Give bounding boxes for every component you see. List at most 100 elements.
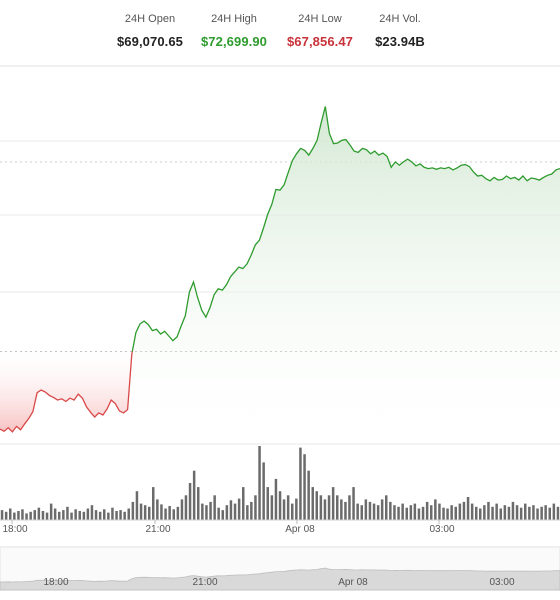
volume-bar [242, 487, 245, 520]
volume-bar [201, 503, 204, 520]
volume-bar [397, 506, 400, 520]
volume-bar [360, 505, 363, 520]
volume-bar [246, 505, 249, 520]
volume-bar [184, 495, 188, 520]
volume-bar [98, 511, 102, 520]
volume-bar [319, 495, 323, 520]
volume-bar [33, 510, 36, 520]
stat-value: $23.94B [375, 34, 425, 49]
volume-bar [348, 495, 351, 520]
volume-bar [49, 503, 53, 520]
volume-bar [307, 470, 310, 520]
volume-bar [487, 501, 490, 520]
stat-label: 24H Open [124, 13, 176, 25]
volume-bar [17, 511, 20, 520]
chart-areas [0, 106, 560, 444]
volume-bar [78, 511, 81, 520]
volume-bar [152, 487, 155, 520]
volume-bar [303, 454, 306, 520]
volume-bar [86, 508, 90, 520]
navigator[interactable]: 18:00 21:00 Apr 08 03:00 [0, 546, 560, 591]
volume-bar [221, 510, 224, 520]
volume-bar [82, 511, 86, 520]
volume-bar [532, 505, 535, 520]
stat-value: $69,070.65 [116, 34, 184, 49]
volume-bar [148, 506, 151, 520]
volume-bar [103, 509, 106, 520]
volume-bar [25, 513, 28, 520]
volume-bar [450, 505, 453, 520]
volume-bar [172, 509, 175, 520]
volume-bar [409, 505, 413, 520]
volume-bar [180, 499, 184, 520]
navigator-area [0, 567, 560, 591]
volume-bar [331, 487, 335, 520]
volume-bar [552, 503, 556, 520]
volume-bar [491, 506, 494, 520]
volume-bar [4, 511, 8, 520]
volume-bar [13, 512, 16, 520]
volume-bar [74, 509, 77, 520]
volume-bar [197, 487, 200, 520]
x-tick-label: 03:00 [429, 524, 454, 535]
volume-bar [499, 508, 502, 520]
volume-bar [176, 506, 180, 520]
volume-bar [372, 503, 376, 520]
volume-bar [213, 495, 216, 520]
volume-bar [41, 511, 45, 520]
volume-bar [401, 503, 404, 520]
volume-bar [421, 506, 425, 520]
volume-bar [340, 499, 343, 520]
volume-bar [119, 510, 122, 520]
volume-bar [123, 511, 126, 520]
volume-bar [368, 501, 372, 520]
stat-24h-low: 24H Low $67,856.47 [272, 12, 368, 51]
x-tick-label: Apr 08 [285, 524, 315, 535]
volume-bar [143, 505, 147, 520]
volume-bar [254, 495, 257, 520]
volume-bar [209, 501, 212, 520]
volume-bar [483, 505, 486, 520]
volume-bar [417, 508, 421, 520]
volume-bar [233, 503, 237, 520]
volume-bar [160, 504, 163, 520]
navigator-tick-label: 18:00 [43, 577, 68, 588]
x-axis: 18:00 21:00 Apr 08 03:00 [2, 520, 455, 535]
volume-bar [352, 487, 355, 520]
volume-bar [336, 495, 339, 520]
volume-bar [479, 508, 482, 520]
volume-bar [266, 487, 269, 520]
volume-bar [0, 510, 4, 520]
stat-label: 24H High [211, 13, 257, 25]
volume-bar [66, 506, 69, 520]
volume-bar [37, 507, 41, 520]
stat-24h-high: 24H High $72,699.90 [186, 12, 282, 51]
volume-bar [389, 501, 392, 520]
volume-bar [466, 497, 470, 520]
volume-bar [548, 507, 551, 520]
volume-bar [327, 495, 331, 520]
chart-lines [0, 106, 560, 433]
price-area-below [0, 351, 133, 432]
volume-bar [70, 512, 73, 520]
navigator-tick-label: 03:00 [489, 577, 514, 588]
volume-bar [250, 501, 253, 520]
volume-bar [237, 498, 241, 520]
stats-bar: 24H Open $69,070.65 24H High $72,699.90 … [0, 0, 560, 66]
volume-bar [45, 512, 49, 520]
volume-bar [434, 499, 437, 520]
volume-bar [380, 499, 384, 520]
volume-bar [544, 505, 547, 520]
volume-bar [53, 508, 57, 520]
volume-bar [94, 510, 98, 520]
volume-bar [323, 499, 327, 520]
volume-bar [385, 495, 388, 520]
volume-bar [430, 505, 433, 520]
volume-bar [270, 495, 274, 520]
stat-label: 24H Low [298, 13, 342, 25]
volume-bar [90, 505, 94, 520]
volume-bar [405, 507, 408, 520]
stat-24h-vol: 24H Vol. $23.94B [360, 12, 440, 51]
price-line-below [0, 351, 133, 433]
